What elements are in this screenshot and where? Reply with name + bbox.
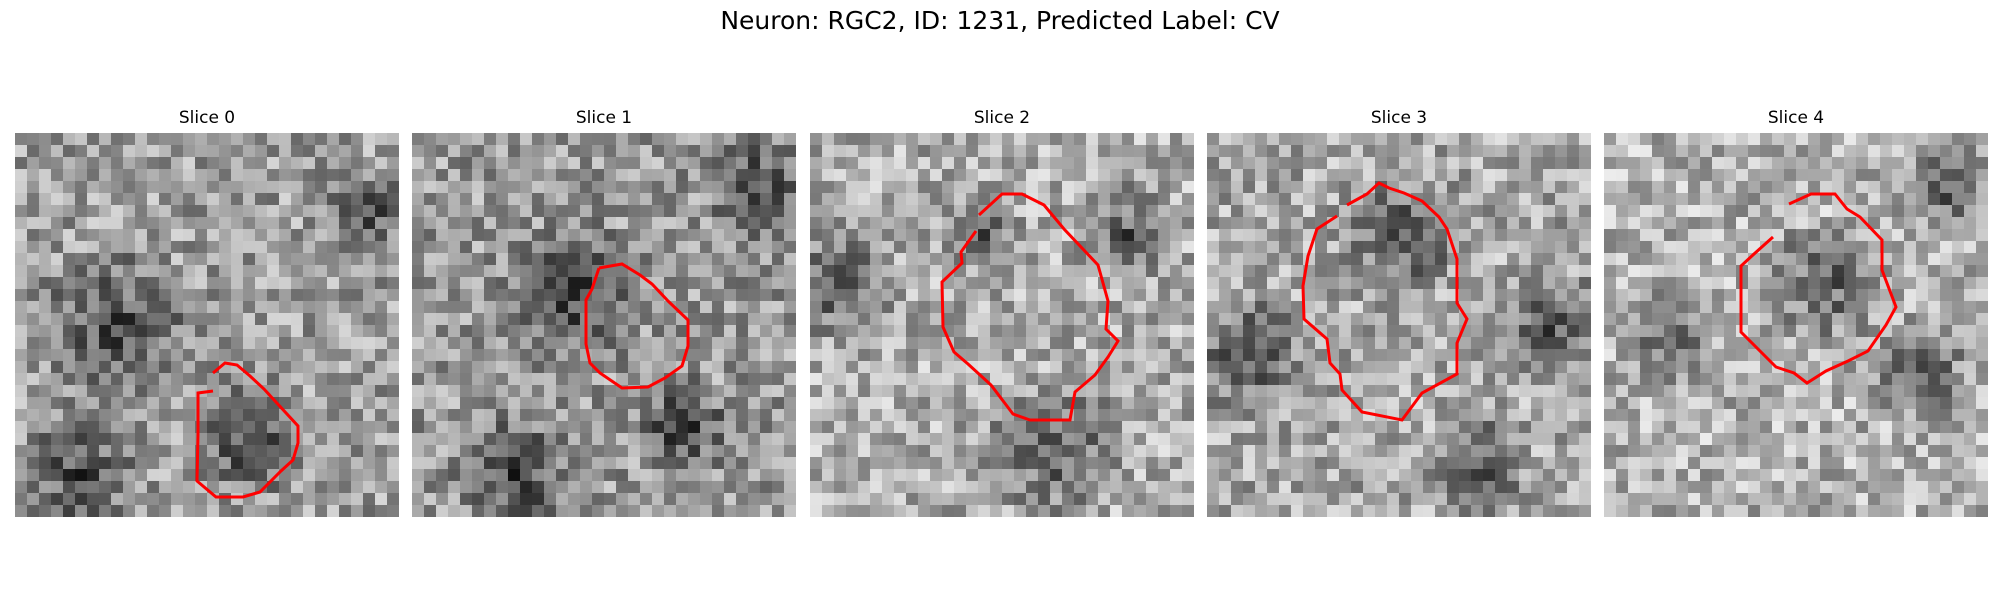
slice-image-0	[15, 133, 399, 517]
contour-overlay-3	[1301, 181, 1469, 422]
slice-panel-1: Slice 1	[412, 107, 796, 517]
slice-image-4	[1604, 133, 1988, 517]
slice-grayscale-1	[412, 133, 796, 517]
contour-overlay-0	[195, 361, 300, 499]
figure-title: Neuron: RGC2, ID: 1231, Predicted Label:…	[720, 6, 1280, 35]
slice-title-2: Slice 2	[973, 108, 1031, 128]
slice-panel-3: Slice 3	[1207, 107, 1591, 517]
slice-title-3: Slice 3	[1370, 108, 1428, 128]
slice-panel-2: Slice 2	[810, 107, 1194, 517]
contour-4	[1739, 192, 1898, 385]
slice-grayscale-3	[1207, 133, 1591, 517]
contour-3	[1301, 181, 1469, 422]
contour-overlay-2	[940, 192, 1120, 422]
contour-2	[940, 192, 1120, 422]
slice-image-1	[412, 133, 796, 517]
slice-title-0: Slice 0	[178, 108, 236, 128]
slice-image-3	[1207, 133, 1591, 517]
slice-grayscale-4	[1604, 133, 1988, 517]
contour-overlay-1	[584, 262, 690, 390]
contour-1	[584, 262, 690, 390]
slice-grayscale-0	[15, 133, 399, 517]
slice-title-1: Slice 1	[575, 108, 633, 128]
contour-overlay-4	[1739, 192, 1898, 385]
slice-title-4: Slice 4	[1767, 108, 1825, 128]
contour-0	[195, 361, 300, 499]
slice-image-2	[810, 133, 1194, 517]
slice-panel-0: Slice 0	[15, 107, 399, 517]
slice-grayscale-2	[810, 133, 1194, 517]
slice-panel-4: Slice 4	[1604, 107, 1988, 517]
